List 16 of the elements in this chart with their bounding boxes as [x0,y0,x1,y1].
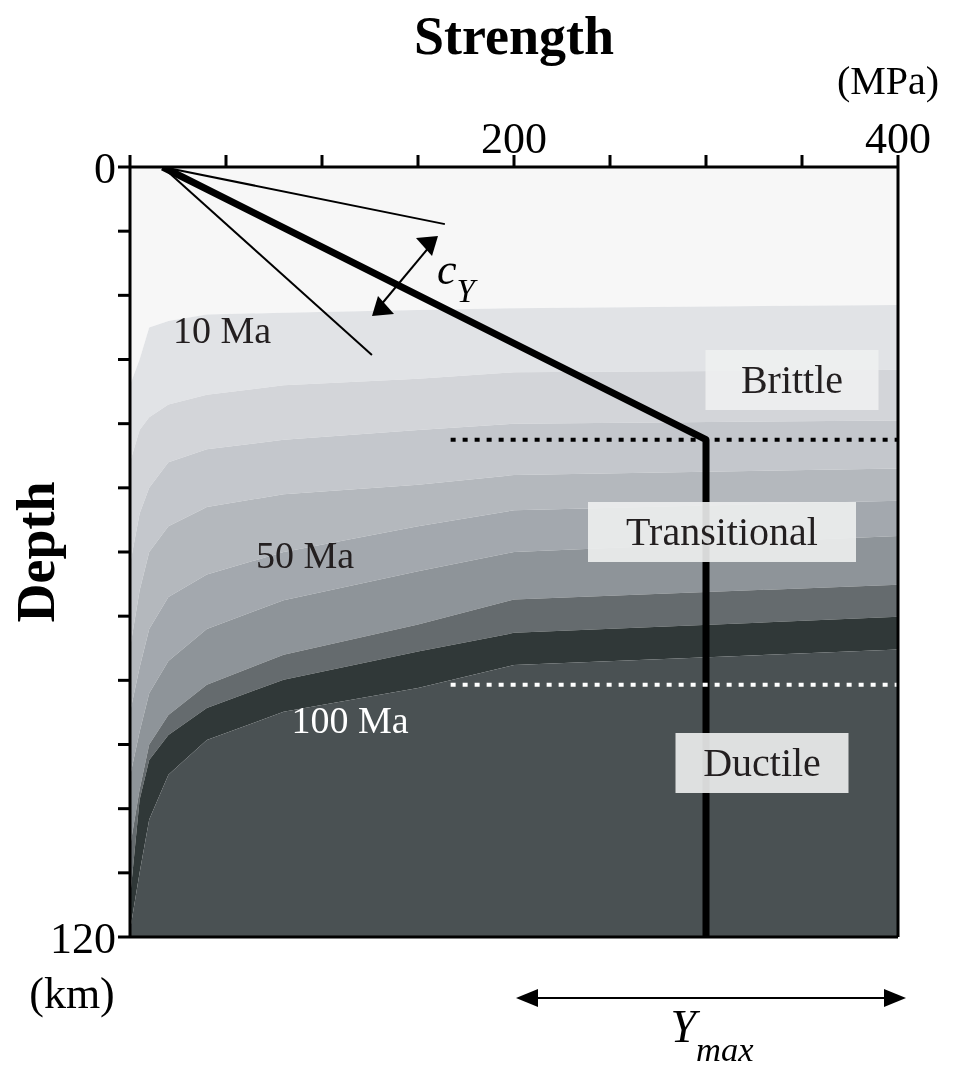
x-tick-label: 200 [481,114,547,163]
annotation: 10 Ma [172,309,272,351]
y-axis-title: Depth [6,481,66,623]
text: (km) [29,969,115,1018]
y-tick-label: 0 [94,143,116,193]
annotation: Transitional [626,509,818,554]
chart-title: Strength [413,6,615,66]
y-tick-label: 120 [50,913,116,963]
text: Y$_{max}$ [670,1001,755,1068]
annotation: c$_{Y}$ [437,245,479,309]
annotation: 50 Ma [255,534,355,576]
text: (MPa) [836,58,940,103]
annotation: Brittle [740,357,844,402]
annotation: Ductile [703,740,821,785]
x-tick-label: 400 [865,114,931,163]
annotation: 100 Ma [291,699,409,741]
